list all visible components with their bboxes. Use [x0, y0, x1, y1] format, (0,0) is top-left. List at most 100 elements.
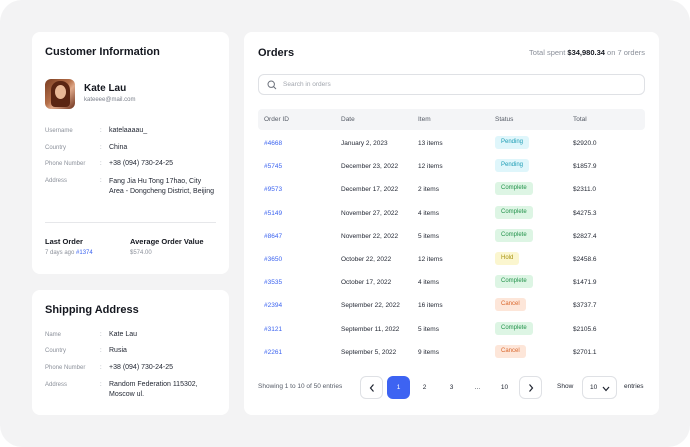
username-label: Username: [45, 128, 73, 134]
order-items: 9 items: [418, 348, 439, 356]
order-id-link[interactable]: #2394: [264, 302, 283, 310]
total-spent: $34,980.34: [567, 48, 605, 57]
page-2-button[interactable]: 2: [422, 384, 427, 391]
table-row[interactable]: #8647 November 22, 2022 5 items Complete $28…: [258, 225, 645, 248]
ship-phone-value: +38 (094) 730-24-25: [109, 364, 174, 371]
orders-title: Orders: [258, 47, 295, 59]
table-row[interactable]: #9573 December 17, 2022 2 items Complete $23…: [258, 178, 645, 201]
ship-country-label: Country: [45, 348, 67, 354]
col-item[interactable]: Item: [418, 116, 431, 123]
order-date: November 22, 2022: [341, 232, 399, 240]
col-total[interactable]: Total: [573, 116, 587, 123]
order-date: December 23, 2022: [341, 163, 399, 171]
ship-name-label: Name: [45, 332, 62, 338]
col-date[interactable]: Date: [341, 116, 355, 123]
status-badge: Cancel: [495, 298, 526, 312]
col-status[interactable]: Status: [495, 116, 514, 123]
table-header: Order ID Date Item Status Total: [258, 109, 645, 130]
last-order-link[interactable]: #1374: [76, 250, 93, 256]
table-row[interactable]: #5745 December 23, 2022 12 items Pending $18…: [258, 155, 645, 178]
ship-address-value: Random Federation 115302, Moscow ul.: [109, 381, 198, 398]
table-row[interactable]: #2261 September 5, 2022 9 items Cancel $2701…: [258, 341, 645, 364]
order-items: 5 items: [418, 325, 439, 333]
order-date: December 17, 2022: [341, 186, 399, 194]
table-row[interactable]: #3535 October 17, 2022 4 items Complete $147…: [258, 271, 645, 294]
customer-info-card: Customer Information Kate Lau kateeee@ma…: [32, 32, 229, 274]
order-date: October 22, 2022: [341, 256, 392, 263]
address-value: Fang Jia Hu Tong 17hao, City Area - Dong…: [109, 178, 215, 195]
order-items: 5 items: [418, 232, 439, 240]
order-items: 16 items: [418, 302, 443, 310]
order-total: $2311.0: [573, 186, 597, 194]
order-items: 4 items: [418, 209, 439, 217]
order-total: $3737.7: [573, 302, 597, 310]
phone-value: +38 (094) 730-24-25: [109, 160, 174, 167]
status-badge: Complete: [495, 205, 533, 219]
order-items: 2 items: [418, 186, 439, 194]
last-order-label: Last Order: [45, 237, 83, 246]
order-id-link[interactable]: #5745: [264, 163, 283, 171]
shipping-address-card: Shipping Address Name : Kate Lau Country…: [32, 290, 229, 415]
address-label: Address: [45, 178, 68, 184]
status-badge: Pending: [495, 136, 530, 149]
page-size-value: 10: [590, 384, 598, 391]
ship-phone-label: Phone Number: [45, 365, 86, 371]
order-items: 12 items: [418, 163, 443, 171]
country-label: Country: [45, 145, 67, 151]
prev-page-button[interactable]: [360, 376, 383, 399]
search-input[interactable]: [283, 78, 633, 91]
order-total: $2701.1: [573, 348, 597, 356]
order-items: 13 items: [418, 140, 443, 147]
order-total: $2920.0: [573, 140, 597, 147]
order-id-link[interactable]: #8647: [264, 232, 283, 240]
order-id-link[interactable]: #3121: [264, 325, 283, 333]
show-label: Show: [557, 383, 574, 390]
order-id-link[interactable]: #4668: [264, 140, 283, 147]
avg-order-label: Average Order Value: [130, 237, 204, 246]
order-date: September 5, 2022: [341, 348, 397, 356]
search-box[interactable]: [258, 74, 645, 95]
phone-label: Phone Number: [45, 161, 86, 167]
status-badge: Pending: [495, 159, 530, 173]
order-id-link[interactable]: #3650: [264, 256, 283, 263]
status-badge: Complete: [495, 228, 533, 242]
order-id-link[interactable]: #5149: [264, 209, 283, 217]
shipping-title: Shipping Address: [45, 304, 139, 316]
orders-summary: Total spent $34,980.34 on 7 orders: [529, 48, 645, 57]
next-page-button[interactable]: [519, 376, 542, 399]
table-row[interactable]: #3121 September 11, 2022 5 items Complete $2…: [258, 318, 645, 341]
page-10-button[interactable]: 10: [500, 384, 509, 391]
order-total: $2105.6: [573, 325, 597, 333]
table-row[interactable]: #2394 September 22, 2022 16 items Cancel $37…: [258, 294, 645, 317]
page-ellipsis: ...: [474, 384, 481, 391]
table-row[interactable]: #4668 January 2, 2023 13 items Pending $2920…: [258, 132, 645, 155]
country-value: China: [109, 144, 128, 151]
ship-address-label: Address: [45, 382, 68, 388]
table-row[interactable]: #5149 November 27, 2022 4 items Complete $42…: [258, 202, 645, 225]
table-row[interactable]: #3650 October 22, 2022 12 items Hold $2458.6: [258, 248, 645, 271]
avatar: [45, 79, 75, 109]
divider: [45, 222, 216, 223]
order-date: September 22, 2022: [341, 302, 400, 310]
page-size-select[interactable]: 10: [582, 376, 617, 399]
status-badge: Complete: [495, 321, 533, 335]
username-value: katelaaaau_: [109, 127, 148, 134]
page-3-button[interactable]: 3: [449, 384, 454, 391]
order-total: $2827.4: [573, 232, 597, 240]
order-id-link[interactable]: #3535: [264, 279, 283, 287]
page-1-button[interactable]: 1: [387, 376, 410, 399]
order-id-link[interactable]: #2261: [264, 348, 283, 356]
col-order-id[interactable]: Order ID: [264, 116, 289, 123]
order-items: 4 items: [418, 279, 439, 287]
ship-country-value: Rusia: [109, 347, 127, 354]
order-total: $1471.9: [573, 279, 597, 287]
order-id-link[interactable]: #9573: [264, 186, 283, 194]
status-badge: Complete: [495, 275, 533, 289]
order-total: $4275.3: [573, 209, 597, 217]
order-date: October 17, 2022: [341, 279, 392, 287]
last-order-info: 7 days ago #1374: [45, 250, 93, 256]
status-badge: Cancel: [495, 344, 526, 358]
order-items: 12 items: [418, 256, 443, 263]
ship-name-value: Kate Lau: [109, 331, 138, 338]
